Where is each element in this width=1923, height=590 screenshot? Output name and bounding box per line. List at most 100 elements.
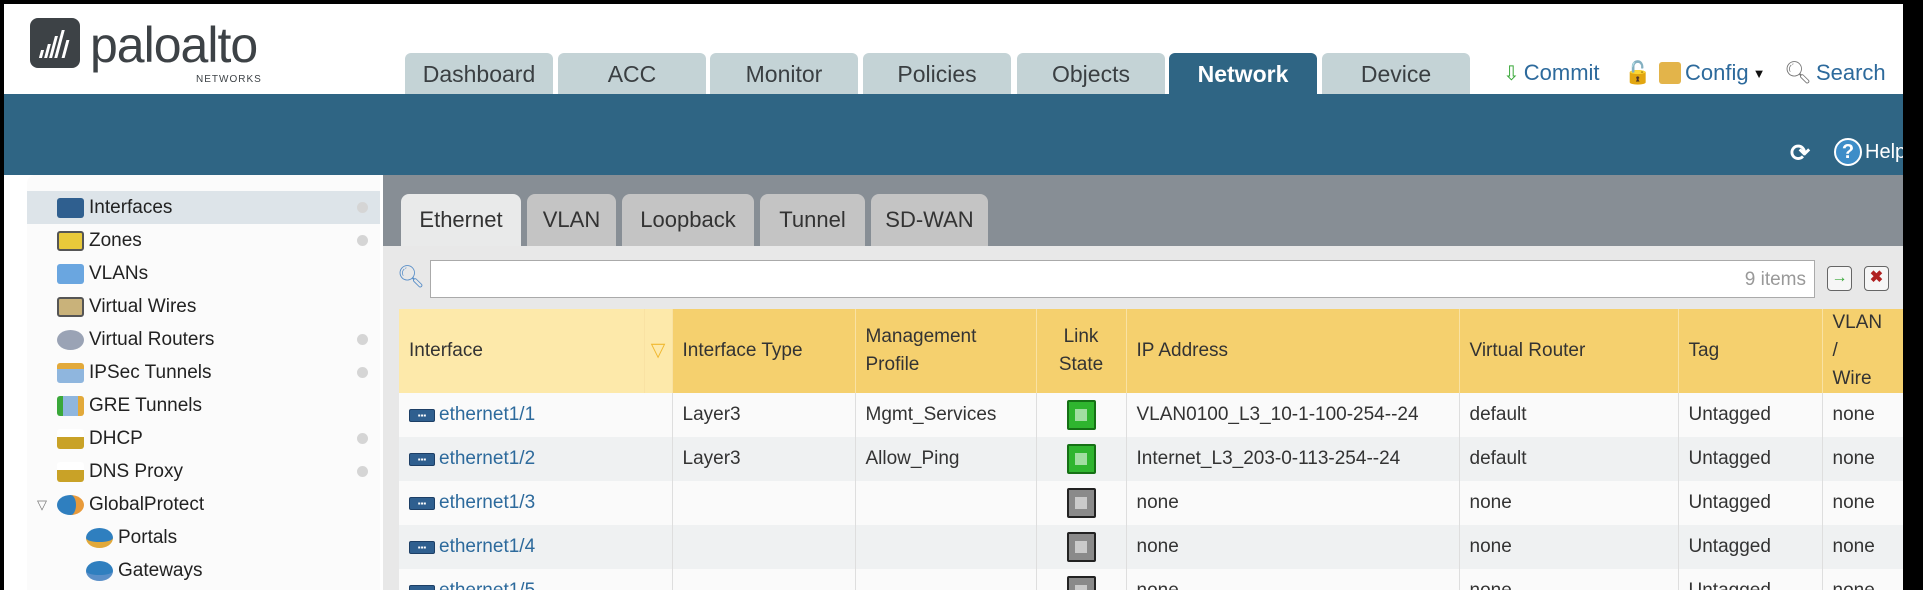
sidebar-item-ipsec-tunnels[interactable]: IPSec Tunnels <box>27 356 380 389</box>
search-icon: 🔍︎ <box>1784 60 1812 85</box>
sidebar-item-portals[interactable]: Portals <box>27 521 380 554</box>
table-row[interactable]: ▪▪▪ ethernet1/3 none none Untagged none <box>399 481 1903 525</box>
lock-icon[interactable]: 🔓 <box>1624 60 1652 85</box>
cell-virtual-router: default <box>1459 393 1679 437</box>
commit-button[interactable]: ⇩ Commit <box>1503 60 1600 86</box>
sidebar-item-zones[interactable]: Zones <box>27 224 380 257</box>
subtab-vlan[interactable]: VLAN <box>527 194 616 246</box>
sidebar-item-virtual-wires[interactable]: Virtual Wires <box>27 290 380 323</box>
sidebar-item-globalprotect[interactable]: ▽ GlobalProtect <box>27 488 380 521</box>
cell-interface-type <box>672 525 856 569</box>
interface-name: ethernet1/1 <box>439 404 536 425</box>
sidebar-item-label: Gateways <box>118 559 203 581</box>
link-down-icon <box>1066 488 1096 518</box>
status-dot <box>357 367 368 378</box>
sidebar-item-dhcp[interactable]: DHCP <box>27 422 380 455</box>
col-management-profile[interactable]: Management Profile <box>855 309 1037 393</box>
cell-interface[interactable]: ▪▪▪ ethernet1/2 <box>399 437 673 481</box>
cell-link-state <box>1036 525 1127 569</box>
nav-band: ⟳ ? Help <box>4 94 1903 175</box>
portals-icon <box>86 527 113 548</box>
cell-interface[interactable]: ▪▪▪ ethernet1/3 <box>399 481 673 525</box>
vlans-icon <box>57 263 84 284</box>
help-label: Help <box>1865 140 1903 163</box>
tab-acc[interactable]: ACC <box>558 53 706 94</box>
table-row[interactable]: ▪▪▪ ethernet1/1 Layer3 Mgmt_Services VLAN010… <box>399 393 1903 437</box>
col-interface[interactable]: Interface <box>399 309 645 393</box>
content-area: Ethernet VLAN Loopback Tunnel SD-WAN 🔍︎ … <box>383 175 1903 590</box>
refresh-icon[interactable]: ⟳ <box>1790 140 1811 167</box>
clear-filter-button[interactable]: ✖ <box>1864 266 1889 291</box>
tab-dashboard[interactable]: Dashboard <box>405 53 553 94</box>
cell-interface[interactable]: ▪▪▪ ethernet1/1 <box>399 393 673 437</box>
tab-network[interactable]: Network <box>1169 53 1317 94</box>
sidebar-item-label: Interfaces <box>89 196 173 218</box>
search-button[interactable]: 🔍︎ Search <box>1784 60 1886 86</box>
col-ip-address[interactable]: IP Address <box>1126 309 1460 393</box>
dhcp-icon <box>57 428 84 449</box>
cell-link-state <box>1036 569 1127 590</box>
cell-interface[interactable]: ▪▪▪ ethernet1/5 <box>399 569 673 590</box>
col-tag[interactable]: Tag <box>1678 309 1823 393</box>
cell-management-profile <box>855 481 1037 525</box>
cell-management-profile <box>855 569 1037 590</box>
interface-name: ethernet1/3 <box>439 492 536 513</box>
col-interface-type[interactable]: Interface Type <box>672 309 856 393</box>
sidebar-item-gateways[interactable]: Gateways <box>27 554 380 587</box>
tab-device[interactable]: Device <box>1322 53 1470 94</box>
apply-filter-button[interactable]: → <box>1827 266 1852 291</box>
table-row[interactable]: ▪▪▪ ethernet1/4 none none Untagged none <box>399 525 1903 569</box>
sidebar-item-label: GlobalProtect <box>89 493 205 515</box>
cell-interface[interactable]: ▪▪▪ ethernet1/4 <box>399 525 673 569</box>
cell-virtual-router: none <box>1459 481 1679 525</box>
gateways-icon <box>86 560 113 581</box>
subtab-loopback[interactable]: Loopback <box>622 194 754 246</box>
tab-objects[interactable]: Objects <box>1017 53 1165 94</box>
help-button[interactable]: ? Help <box>1834 138 1903 166</box>
sidebar-item-virtual-routers[interactable]: Virtual Routers <box>27 323 380 356</box>
sidebar-item-label: VLANs <box>89 262 149 284</box>
expand-triangle-icon[interactable]: ▽ <box>37 496 47 512</box>
status-dot <box>357 235 368 246</box>
sidebar-item-vlans[interactable]: VLANs <box>27 257 380 290</box>
config-dropdown[interactable]: Config ▼ <box>1659 60 1765 86</box>
config-label: Config <box>1685 60 1749 85</box>
interface-link[interactable]: ▪▪▪ ethernet1/2 <box>409 448 662 470</box>
subtab-tunnel[interactable]: Tunnel <box>760 194 865 246</box>
link-down-icon <box>1066 532 1096 562</box>
tab-monitor[interactable]: Monitor <box>710 53 858 94</box>
cell-tag: Untagged <box>1678 525 1823 569</box>
filter-search-icon: 🔍︎ <box>397 264 425 289</box>
close-icon: ✖ <box>1869 269 1884 286</box>
tab-policies[interactable]: Policies <box>863 53 1011 94</box>
chevron-down-icon: ▼ <box>1752 65 1766 81</box>
sidebar: Interfaces Zones VLANs Virtual Wires Vir… <box>27 175 380 590</box>
table-row[interactable]: ▪▪▪ ethernet1/2 Layer3 Allow_Ping Internet_L… <box>399 437 1903 481</box>
ethernet-port-icon: ▪▪▪ <box>409 496 435 510</box>
interface-link[interactable]: ▪▪▪ ethernet1/5 <box>409 580 662 590</box>
col-virtual-router[interactable]: Virtual Router <box>1459 309 1679 393</box>
interface-link[interactable]: ▪▪▪ ethernet1/3 <box>409 492 662 514</box>
cell-interface-type <box>672 481 856 525</box>
interfaces-icon <box>57 197 84 218</box>
table-header: Interface ▽ Interface Type Management Pr… <box>399 309 1903 393</box>
col-vlan-wire[interactable]: VLAN / Wire <box>1822 309 1903 393</box>
commit-label: Commit <box>1523 60 1600 85</box>
ethernet-port-icon: ▪▪▪ <box>409 408 435 422</box>
interface-link[interactable]: ▪▪▪ ethernet1/4 <box>409 536 662 558</box>
link-up-icon <box>1066 444 1096 474</box>
sidebar-item-gre-tunnels[interactable]: GRE Tunnels <box>27 389 380 422</box>
col-link-state[interactable]: Link State <box>1036 309 1127 393</box>
sidebar-item-dns-proxy[interactable]: DNS Proxy <box>27 455 380 488</box>
sidebar-item-label: Zones <box>89 229 142 251</box>
paloalto-logo-icon <box>30 18 80 68</box>
sort-desc-icon[interactable]: ▽ <box>644 309 673 393</box>
table-row[interactable]: ▪▪▪ethernet1/5nonenoneUntaggednone <box>399 569 1903 590</box>
subtab-sd-wan[interactable]: SD-WAN <box>871 194 988 246</box>
sidebar-item-interfaces[interactable]: Interfaces <box>27 191 380 224</box>
filter-input[interactable]: 9 items <box>430 260 1815 298</box>
interface-link[interactable]: ▪▪▪ ethernet1/1 <box>409 404 662 426</box>
subtab-ethernet[interactable]: Ethernet <box>401 194 521 246</box>
ethernet-port-icon: ▪▪▪ <box>409 540 435 554</box>
cell-link-state <box>1036 437 1127 481</box>
